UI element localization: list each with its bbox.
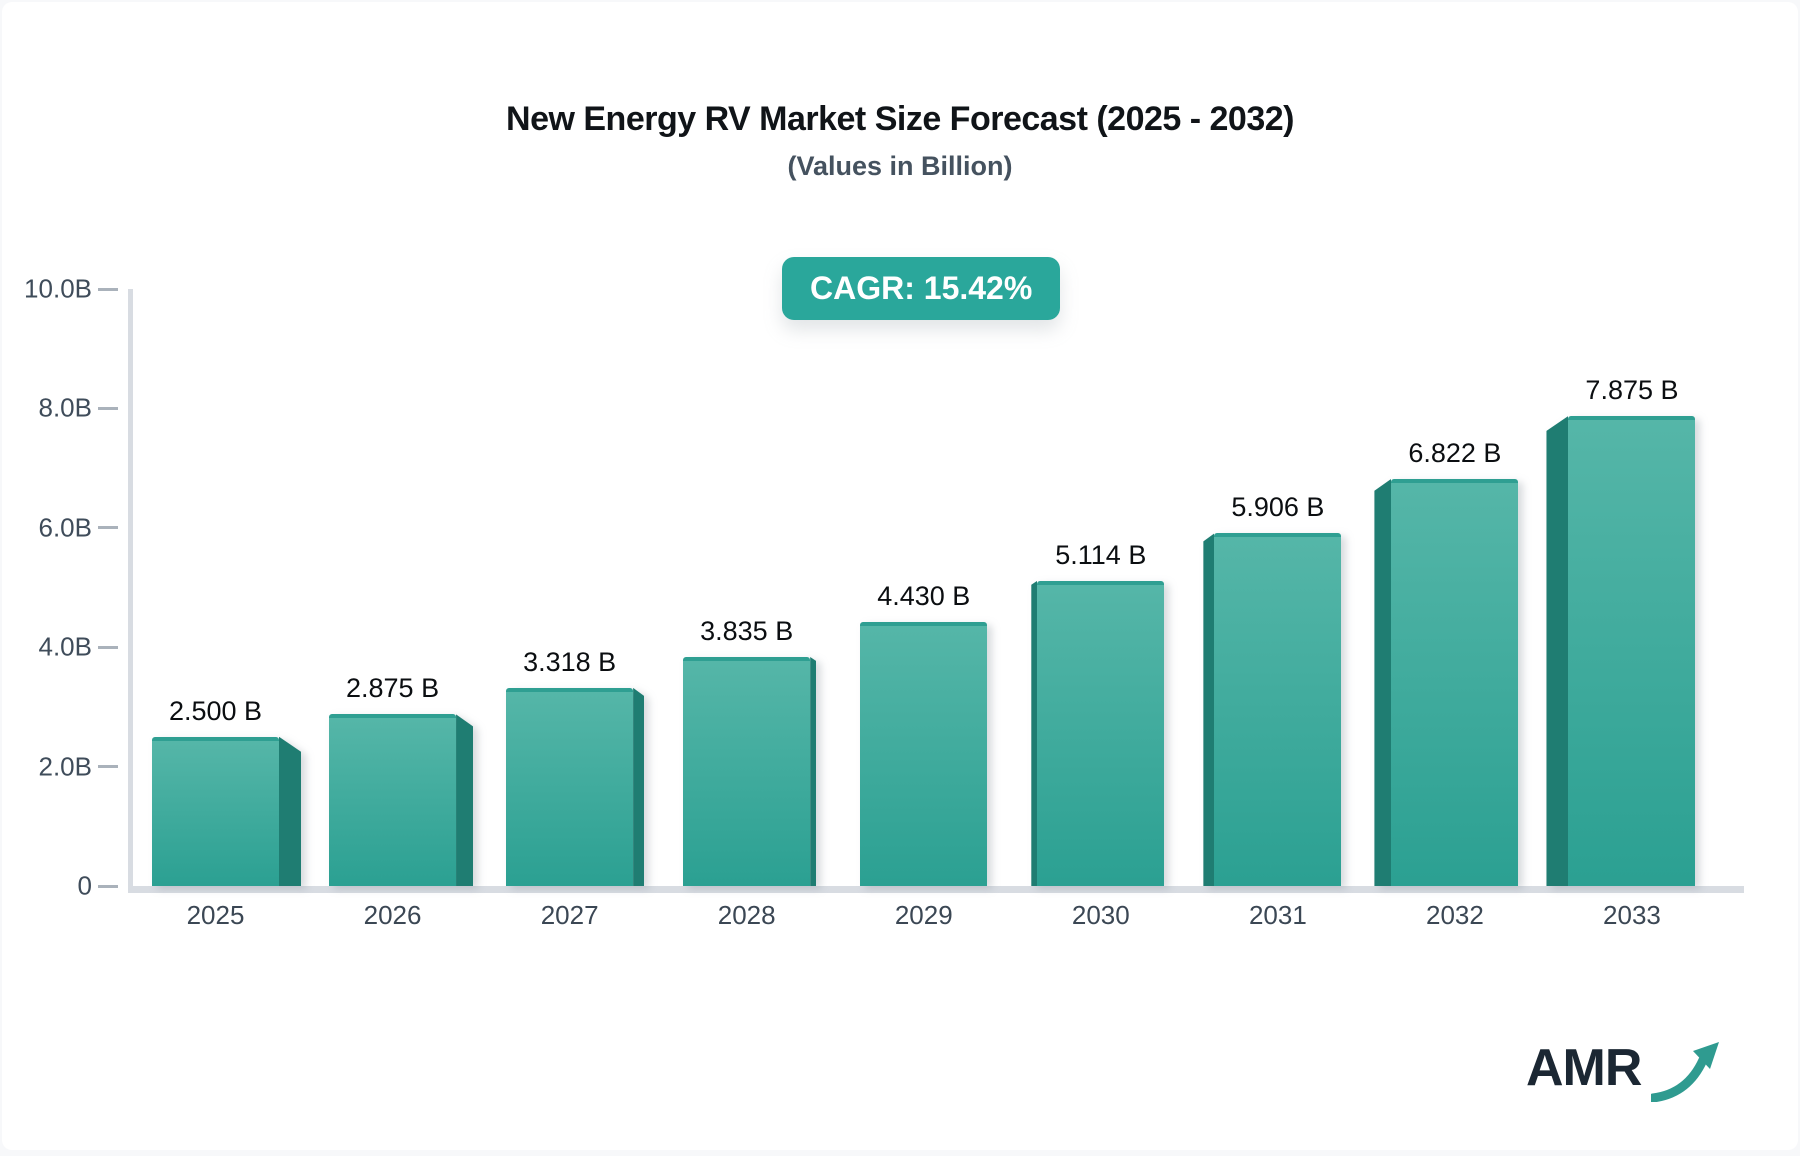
- bar-value-label: 3.318 B: [523, 646, 617, 677]
- bar-group: [506, 687, 645, 886]
- y-axis-tick-mark: [98, 526, 118, 530]
- bar-front-face: [506, 687, 634, 886]
- x-axis-label: 2026: [363, 900, 422, 930]
- x-axis-label: 2033: [1603, 900, 1661, 930]
- y-axis-tick-label: 8.0B: [38, 392, 93, 423]
- bar-value-label: 7.875 B: [1585, 374, 1679, 405]
- bar-group: [329, 714, 474, 886]
- bar-front-face: [152, 736, 279, 886]
- y-axis-tick-label: 0: [77, 870, 92, 901]
- bar-front-face: [1037, 580, 1165, 886]
- x-axis-label: 2025: [186, 900, 245, 930]
- x-axis-label: 2031: [1248, 900, 1307, 930]
- y-axis-line: [128, 289, 133, 893]
- x-axis-label: 2032: [1425, 900, 1484, 930]
- bar-side-face: [1031, 580, 1038, 886]
- bar-front-face: [860, 621, 988, 886]
- bar-front-face: [1568, 415, 1696, 886]
- bar-side-face: [1546, 415, 1569, 886]
- bar-side-face: [279, 736, 301, 886]
- bar-front-face: [683, 657, 811, 886]
- y-axis-tick-mark: [98, 645, 118, 649]
- bar-value-label: 5.906 B: [1231, 492, 1325, 523]
- bar-group: [1546, 415, 1696, 886]
- bar-group: [860, 621, 988, 886]
- x-axis-label: 2028: [717, 900, 776, 930]
- bar-value-label: 5.114 B: [1055, 539, 1147, 570]
- x-axis-line: [128, 886, 1744, 893]
- amr-logo: AMR: [1526, 1038, 1719, 1108]
- bar-group: [1031, 580, 1165, 886]
- amr-logo-text: AMR: [1526, 1039, 1642, 1097]
- x-axis-label: 2027: [540, 900, 599, 930]
- bar-side-face: [810, 657, 817, 886]
- y-axis-tick-label: 6.0B: [38, 512, 93, 543]
- bar-group: [152, 736, 301, 886]
- bar-value-label: 4.430 B: [877, 580, 971, 611]
- bar-value-label: 6.822 B: [1408, 437, 1502, 468]
- bar-front-face: [1214, 533, 1342, 886]
- chart-title: New Energy RV Market Size Forecast (2025…: [506, 100, 1294, 138]
- x-axis-label: 2030: [1071, 900, 1130, 930]
- bar-front-face: [329, 714, 457, 886]
- bar-side-face: [1374, 478, 1392, 886]
- bar-front-face: [1391, 478, 1519, 886]
- y-axis-tick-mark: [98, 287, 118, 291]
- bar-value-label: 2.500 B: [168, 695, 263, 726]
- bar-group: [1374, 478, 1519, 886]
- bar-side-face: [1203, 533, 1215, 886]
- y-axis-tick-label: 4.0B: [38, 631, 93, 662]
- bar-value-label: 2.875 B: [346, 673, 440, 704]
- bar-group: [683, 657, 817, 886]
- bar-side-face: [633, 687, 645, 886]
- bar-value-label: 3.835 B: [700, 616, 794, 647]
- bar-group: [1203, 533, 1342, 886]
- growth-arrow-icon: [1651, 1042, 1719, 1102]
- chart-subtitle: (Values in Billion): [787, 151, 1013, 181]
- y-axis-tick-mark: [98, 406, 118, 410]
- y-axis-tick-label: 2.0B: [38, 751, 93, 782]
- y-axis-tick-mark: [98, 765, 118, 769]
- y-axis-tick-label: 10.0B: [24, 273, 92, 304]
- bar-side-face: [456, 714, 474, 886]
- cagr-badge: CAGR: 15.42%: [782, 257, 1061, 320]
- y-axis-tick-mark: [98, 884, 118, 888]
- x-axis-label: 2029: [894, 900, 953, 930]
